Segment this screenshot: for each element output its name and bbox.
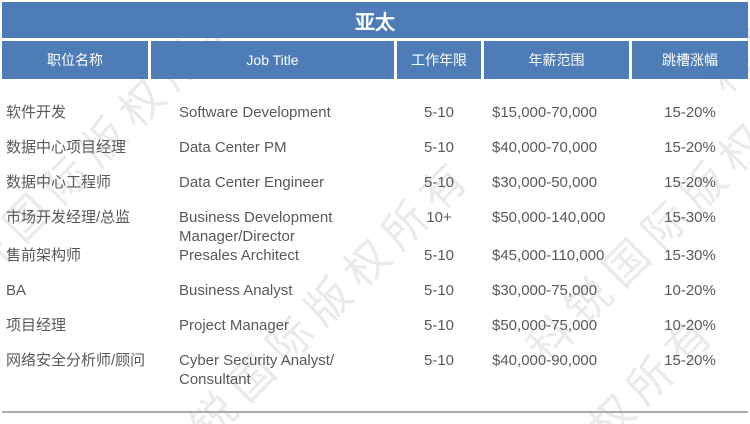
column-header-raise: 跳槽涨幅	[632, 41, 748, 79]
table-row: 数据中心项目经理 Data Center PM 5-10 $40,000-70,000…	[2, 138, 748, 173]
cell-years: 5-10	[423, 247, 455, 264]
cell-years: 5-10	[423, 282, 455, 299]
table-row: 售前架构师 Presales Architect 5-10 $45,000-110,0…	[2, 246, 748, 281]
cell-salary: $40,000-90,000	[492, 352, 598, 369]
cell-salary: $30,000-75,000	[492, 282, 598, 299]
cell-raise: 10-20%	[664, 282, 716, 299]
cell-zh: BA	[6, 282, 27, 299]
table-row: 网络安全分析师/顾问 Cyber Security Analyst/ Consul…	[2, 351, 748, 389]
table-row: 项目经理 Project Manager 5-10 $50,000-75,000 10-…	[2, 316, 748, 351]
cell-zh: 网络安全分析师/顾问	[6, 352, 146, 369]
cell-en: Data Center Engineer	[179, 174, 325, 191]
cell-en: Business Analyst	[179, 282, 293, 299]
cell-en: Software Development	[179, 104, 331, 121]
cell-salary: $50,000-75,000	[492, 317, 598, 334]
cell-salary: $30,000-50,000	[492, 174, 598, 191]
table-body: 软件开发 Software Development 5-10 $15,000-70,0…	[2, 79, 748, 389]
table-row: 数据中心工程师 Data Center Engineer 5-10 $30,000-5…	[2, 173, 748, 208]
table-row: 市场开发经理/总监 Business Development Manager/Di…	[2, 208, 748, 246]
cell-zh: 软件开发	[6, 104, 67, 121]
salary-table: 亚太 职位名称 Job Title 工作年限 年薪范围 跳槽涨幅 软件开发 Sof…	[2, 2, 748, 389]
cell-zh: 数据中心工程师	[6, 174, 112, 191]
cell-zh: 市场开发经理/总监	[6, 209, 131, 226]
cell-en: Project Manager	[179, 317, 290, 334]
cell-salary: $45,000-110,000	[492, 247, 605, 264]
cell-zh: 数据中心项目经理	[6, 139, 127, 156]
cell-years: 5-10	[423, 317, 455, 334]
table-row: 软件开发 Software Development 5-10 $15,000-70,0…	[2, 103, 748, 138]
cell-raise: 15-20%	[664, 174, 716, 191]
cell-raise: 15-30%	[664, 209, 716, 226]
table-header-row: 职位名称 Job Title 工作年限 年薪范围 跳槽涨幅	[2, 41, 748, 79]
column-header-position-zh: 职位名称	[2, 41, 148, 79]
cell-en: Data Center PM	[179, 139, 287, 156]
cell-salary: $15,000-70,000	[492, 104, 598, 121]
cell-years: 5-10	[423, 139, 455, 156]
table-row: BA Business Analyst 5-10 $30,000-75,000 10-2…	[2, 281, 748, 316]
footer-divider	[2, 411, 748, 413]
cell-raise: 15-20%	[664, 352, 716, 369]
cell-years: 10+	[426, 209, 452, 226]
cell-salary: $40,000-70,000	[492, 139, 598, 156]
cell-raise: 15-20%	[664, 139, 716, 156]
cell-zh: 售前架构师	[6, 247, 82, 264]
column-header-years: 工作年限	[397, 41, 481, 79]
cell-raise: 15-20%	[664, 104, 716, 121]
cell-en: Business Development Manager/Director	[179, 209, 333, 245]
cell-raise: 15-30%	[664, 247, 716, 264]
cell-raise: 10-20%	[664, 317, 716, 334]
region-title: 亚太	[2, 2, 748, 38]
cell-en: Presales Architect	[179, 247, 300, 264]
cell-zh: 项目经理	[6, 317, 67, 334]
cell-years: 5-10	[423, 174, 455, 191]
cell-salary: $50,000-140,000	[492, 209, 606, 226]
cell-en: Cyber Security Analyst/ Consultant	[179, 352, 335, 388]
cell-years: 5-10	[423, 104, 455, 121]
column-header-salary: 年薪范围	[484, 41, 629, 79]
column-header-job-title: Job Title	[151, 41, 394, 79]
cell-years: 5-10	[423, 352, 455, 369]
